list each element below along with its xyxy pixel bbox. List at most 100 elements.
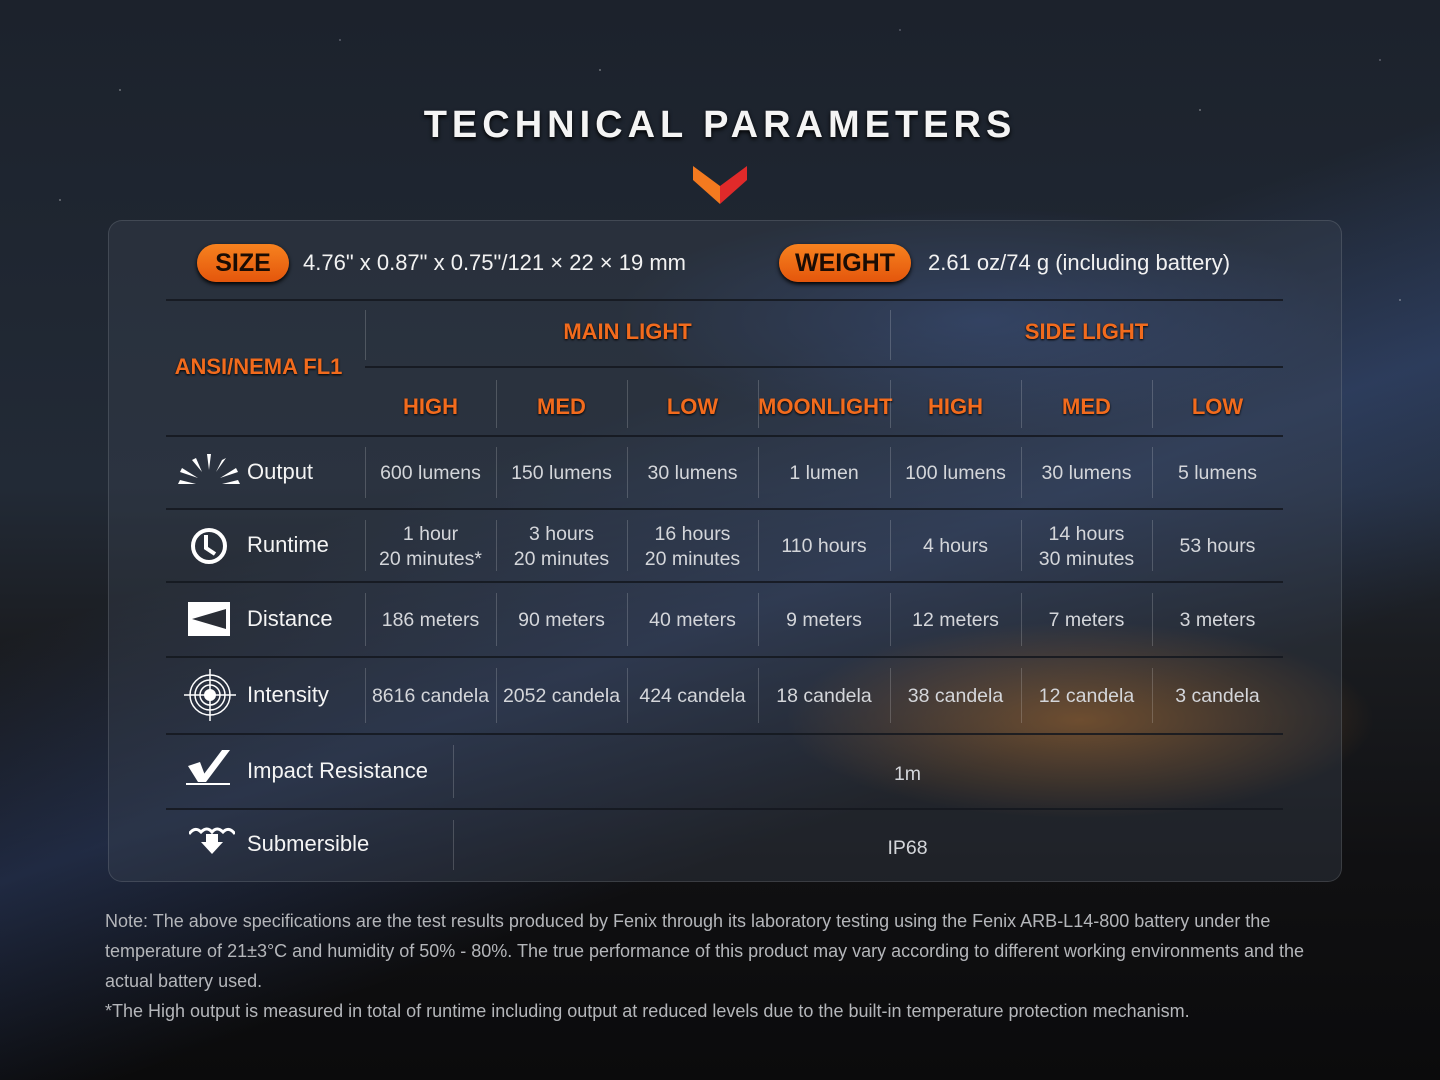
table-cell: 12 candela [1038, 685, 1135, 707]
impact-icon [186, 748, 232, 791]
table-cell: 3 candela [1175, 685, 1260, 707]
mode-header: HIGH [403, 394, 458, 419]
table-cell: 1 lumen [789, 462, 859, 484]
standard-label: ANSI/NEMA FL1 [174, 354, 343, 379]
size-badge: SIZE [197, 244, 289, 282]
mode-header: HIGH [928, 394, 983, 419]
divider [890, 447, 891, 498]
mode-header: MED [537, 394, 586, 419]
divider [758, 447, 759, 498]
table-cell: 53 hours [1179, 535, 1256, 557]
row-label: Distance [247, 605, 333, 631]
divider [758, 593, 759, 646]
row-label: Runtime [247, 531, 329, 557]
divider [166, 733, 1283, 735]
divider [1152, 520, 1153, 571]
page-title: TECHNICAL PARAMETERS [423, 104, 1017, 146]
footnote-high-output: *The High output is measured in total of… [105, 1001, 1190, 1021]
table-cell: 38 candela [907, 685, 1004, 707]
divider [453, 745, 454, 798]
divider [1021, 447, 1022, 498]
row-label: Intensity [247, 681, 329, 707]
table-cell: 600 lumens [380, 462, 481, 484]
divider [166, 656, 1283, 658]
divider [365, 310, 366, 360]
table-cell: 3 meters [1179, 609, 1256, 631]
divider [365, 366, 1283, 368]
divider [890, 310, 891, 360]
mode-header: MOONLIGHT [758, 394, 893, 419]
table-cell: 4 hours [922, 535, 989, 557]
divider [166, 508, 1283, 510]
divider [166, 581, 1283, 583]
size-value: 4.76" x 0.87" x 0.75"/121 × 22 × 19 mm [303, 250, 687, 275]
table-cell: 1 hour 20 minutes* [379, 522, 482, 570]
divider [365, 520, 366, 571]
weight-value: 2.61 oz/74 g (including battery) [928, 250, 1231, 275]
submersible-icon [187, 826, 237, 859]
impact-value: 1m [893, 763, 922, 785]
divider [627, 520, 628, 571]
table-cell: 424 candela [639, 685, 746, 707]
table-cell: 90 meters [518, 609, 605, 631]
table-cell: 30 lumens [647, 462, 738, 484]
table-cell: 3 hours 20 minutes [513, 522, 610, 570]
divider [627, 668, 628, 723]
divider [1152, 593, 1153, 646]
table-cell: 40 meters [649, 609, 736, 631]
divider [758, 520, 759, 571]
footnotes: Note: The above specifications are the t… [105, 906, 1345, 1026]
divider [1021, 668, 1022, 723]
table-cell: 16 hours 20 minutes [644, 522, 741, 570]
divider [166, 435, 1283, 437]
divider [166, 299, 1283, 301]
table-cell: 2052 candela [502, 685, 621, 707]
divider [166, 808, 1283, 810]
table-cell: 8616 candela [371, 685, 490, 707]
divider [453, 820, 454, 870]
divider [627, 593, 628, 646]
table-cell: 12 meters [912, 609, 999, 631]
table-cell: 150 lumens [511, 462, 612, 484]
group-main-light: MAIN LIGHT [563, 319, 692, 344]
divider [758, 380, 759, 428]
divider [890, 668, 891, 723]
submersible-value: IP68 [887, 836, 928, 859]
divider [365, 447, 366, 498]
distance-icon [188, 602, 230, 641]
divider [496, 380, 497, 428]
note-text: Note: The above specifications are the t… [105, 911, 1305, 991]
table-cell: 186 meters [381, 609, 480, 631]
impact-label: Impact Resistance [247, 757, 428, 783]
divider [365, 668, 366, 723]
group-side-light: SIDE LIGHT [1024, 319, 1149, 344]
clock-icon [189, 526, 229, 571]
table-cell: 18 candela [776, 685, 872, 707]
divider [627, 447, 628, 498]
table-cell: 9 meters [786, 609, 862, 631]
mode-header: LOW [666, 394, 719, 419]
divider [758, 668, 759, 723]
divider [365, 593, 366, 646]
table-cell: 110 hours [781, 535, 867, 557]
divider [1021, 380, 1022, 428]
submersible-label: Submersible [247, 831, 370, 856]
table-cell: 30 lumens [1041, 462, 1132, 484]
row-label: Output [247, 458, 314, 484]
divider [496, 520, 497, 571]
target-icon [184, 669, 236, 726]
weight-badge: WEIGHT [779, 244, 911, 282]
mode-header: LOW [1191, 394, 1244, 419]
table-cell: 100 lumens [905, 462, 1006, 484]
divider [1021, 520, 1022, 571]
table-cell: 5 lumens [1177, 462, 1258, 484]
divider [496, 593, 497, 646]
divider [1152, 380, 1153, 428]
divider [890, 593, 891, 646]
divider [890, 380, 891, 428]
table-cell: 14 hours 30 minutes [1038, 522, 1135, 570]
mode-header: MED [1062, 394, 1111, 419]
divider [496, 668, 497, 723]
divider [1152, 447, 1153, 498]
